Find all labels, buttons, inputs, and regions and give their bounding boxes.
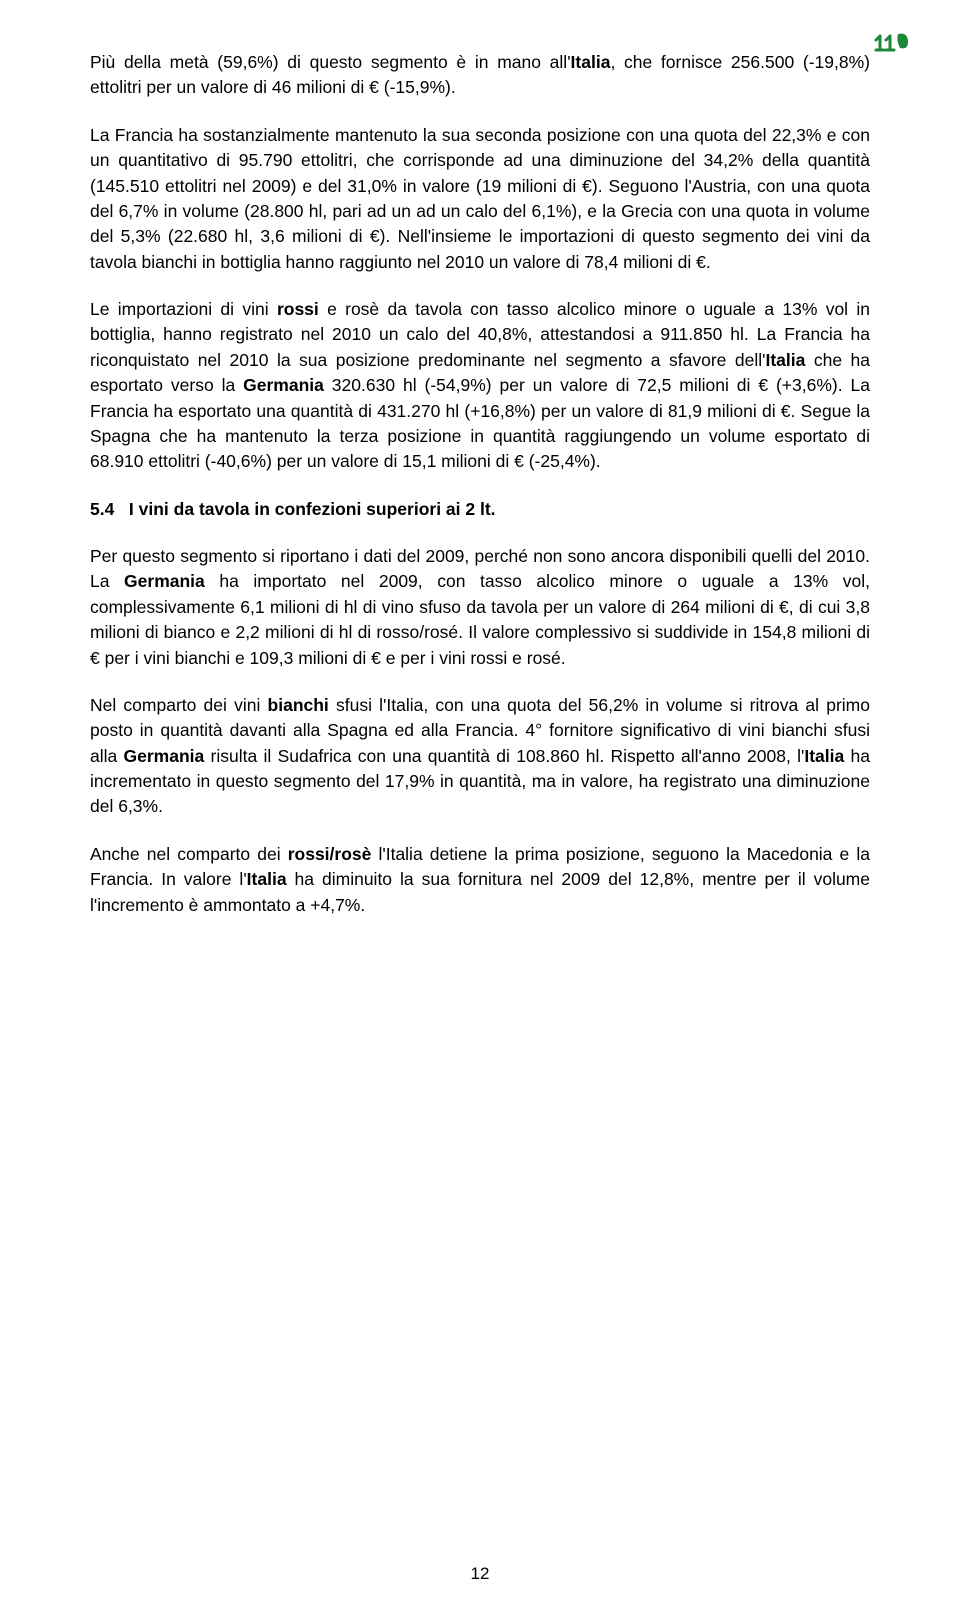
paragraph-1: Più della metà (59,6%) di questo segment…	[90, 50, 870, 101]
bold-germania: Germania	[124, 746, 205, 766]
paragraph-6: Anche nel comparto dei rossi/rosè l'Ital…	[90, 842, 870, 918]
bold-rossi-rose: rossi/rosè	[288, 844, 372, 864]
header-logo	[870, 28, 910, 56]
text: ha importato nel 2009, con tasso alcolic…	[90, 571, 870, 667]
bold-germania: Germania	[243, 375, 324, 395]
paragraph-2: La Francia ha sostanzialmente mantenuto …	[90, 123, 870, 275]
page-number: 12	[0, 1564, 960, 1584]
paragraph-5: Nel comparto dei vini bianchi sfusi l'It…	[90, 693, 870, 820]
text: Anche nel comparto dei	[90, 844, 288, 864]
text: La Francia ha sostanzialmente mantenuto …	[90, 125, 870, 272]
paragraph-4: Per questo segmento si riportano i dati …	[90, 544, 870, 671]
section-heading: 5.4 I vini da tavola in confezioni super…	[90, 497, 870, 522]
text: Le importazioni di vini	[90, 299, 277, 319]
bold-italia: Italia	[247, 869, 287, 889]
document-content: Più della metà (59,6%) di questo segment…	[90, 50, 870, 918]
paragraph-3: Le importazioni di vini rossi e rosè da …	[90, 297, 870, 475]
bold-italia: Italia	[571, 52, 611, 72]
text: 320.630 hl	[324, 375, 417, 395]
text: Più della metà (59,6%) di questo segment…	[90, 52, 571, 72]
bold-rossi: rossi	[277, 299, 319, 319]
text: Nel comparto dei vini	[90, 695, 268, 715]
heading-text: I vini da tavola in confezioni superiori…	[129, 499, 496, 519]
bold-italia: Italia	[765, 350, 805, 370]
bold-bianchi: bianchi	[268, 695, 329, 715]
heading-number: 5.4	[90, 499, 114, 519]
bold-italia: Italia	[804, 746, 844, 766]
text: risulta il Sudafrica con una quantità di…	[204, 746, 804, 766]
bold-germania: Germania	[124, 571, 205, 591]
